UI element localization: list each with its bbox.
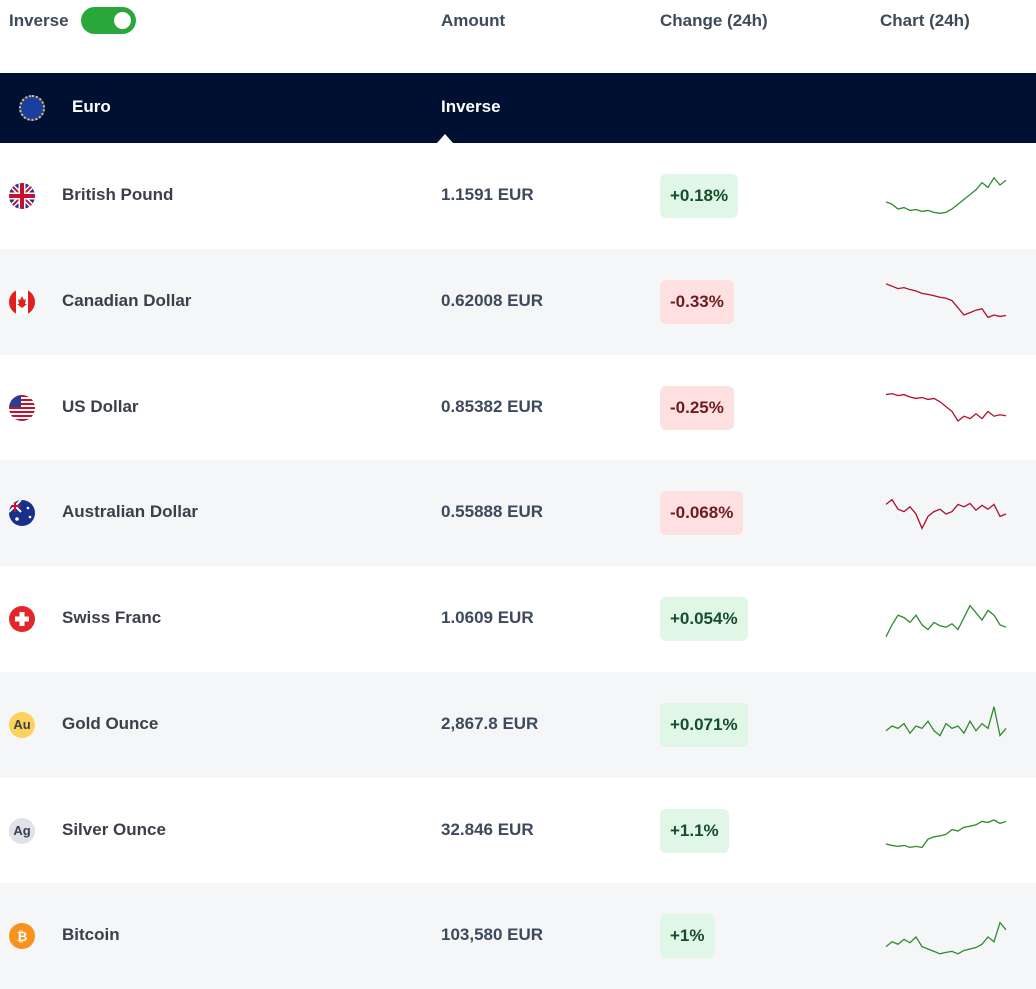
currency-name: US Dollar [62, 396, 139, 416]
inverse-toggle[interactable] [81, 7, 136, 34]
amount-value: 1.1591 EUR [441, 185, 534, 204]
amount-header: Amount [441, 11, 506, 30]
currency-row[interactable]: British Pound 1.1591 EUR +0.18% [0, 143, 1036, 249]
amount-value: 0.55888 EUR [441, 502, 544, 522]
currency-name: Gold Ounce [62, 713, 159, 733]
sparkline [885, 921, 1007, 955]
australia-flag-icon [9, 500, 35, 527]
sparkline-chart[interactable] [884, 909, 1008, 965]
currency-name: Swiss Franc [62, 608, 162, 627]
caret-icon [437, 134, 453, 143]
currency-row[interactable]: Ag Silver Ounce 32.846 EUR +1.1% [0, 778, 1036, 884]
change-badge: +0.071% [660, 702, 748, 747]
sparkline-chart[interactable] [884, 169, 1008, 225]
change-badge: +0.054% [660, 597, 748, 641]
currency-name: British Pound [62, 185, 174, 204]
amount-value: 1.0609 EUR [441, 608, 534, 627]
eu-flag-icon [19, 95, 45, 121]
amount-value: 0.85382 EUR [441, 396, 544, 416]
currency-row[interactable]: US Dollar 0.85382 EUR -0.25% [0, 355, 1036, 461]
sparkline-chart[interactable] [884, 698, 1008, 754]
canada-flag-icon [9, 288, 35, 315]
table-header: Inverse Amount Change (24h) Chart (24h) [0, 0, 1036, 73]
gold-icon: Au [9, 711, 35, 738]
toggle-knob [114, 12, 131, 29]
sparkline [885, 498, 1007, 531]
currency-row[interactable]: ₿ Bitcoin 103,580 EUR +1% [0, 883, 1036, 989]
currency-row[interactable]: Swiss Franc 1.0609 EUR +0.054% [0, 566, 1036, 672]
chart-header: Chart (24h) [880, 11, 970, 30]
inverse-label: Inverse [9, 11, 69, 30]
sparkline-chart[interactable] [884, 486, 1008, 542]
change-badge: +0.18% [660, 174, 739, 218]
bitcoin-icon: ₿ [9, 923, 35, 950]
change-badge: -0.33% [660, 279, 734, 324]
currency-name: Australian Dollar [62, 502, 199, 522]
change-header: Change (24h) [660, 11, 768, 30]
base-currency-name: Euro [72, 97, 111, 116]
uk-flag-icon [9, 183, 35, 209]
us-flag-icon [9, 394, 35, 421]
sparkline [885, 706, 1007, 737]
base-mode: Inverse [441, 97, 501, 116]
sparkline-chart[interactable] [884, 275, 1008, 331]
sparkline-chart[interactable] [884, 592, 1008, 648]
change-badge: +1% [660, 914, 715, 959]
currency-row[interactable]: Australian Dollar 0.55888 EUR -0.068% [0, 460, 1036, 566]
sparkline [885, 392, 1007, 422]
sparkline [885, 176, 1007, 214]
base-currency-bar[interactable]: Euro Inverse [0, 73, 1036, 143]
currency-list: British Pound 1.1591 EUR +0.18% Canadian Do… [0, 143, 1036, 989]
amount-value: 32.846 EUR [441, 819, 534, 839]
currency-name: Canadian Dollar [62, 290, 192, 310]
currency-row[interactable]: Au Gold Ounce 2,867.8 EUR +0.071% [0, 671, 1036, 778]
change-badge: -0.068% [660, 491, 744, 536]
currency-row[interactable]: Canadian Dollar 0.62008 EUR -0.33% [0, 248, 1036, 355]
change-badge: +1.1% [660, 808, 729, 853]
silver-icon: Ag [9, 817, 35, 844]
currency-name: Silver Ounce [62, 819, 166, 839]
change-badge: -0.25% [660, 385, 734, 430]
sparkline-chart[interactable] [884, 804, 1008, 860]
sparkline [885, 604, 1007, 638]
swiss-flag-icon [9, 606, 35, 632]
currency-name: Bitcoin [62, 925, 120, 945]
sparkline [885, 282, 1007, 318]
amount-value: 0.62008 EUR [441, 290, 544, 310]
sparkline [885, 818, 1007, 848]
amount-value: 2,867.8 EUR [441, 713, 539, 733]
sparkline-chart[interactable] [884, 381, 1008, 437]
amount-value: 103,580 EUR [441, 925, 544, 945]
